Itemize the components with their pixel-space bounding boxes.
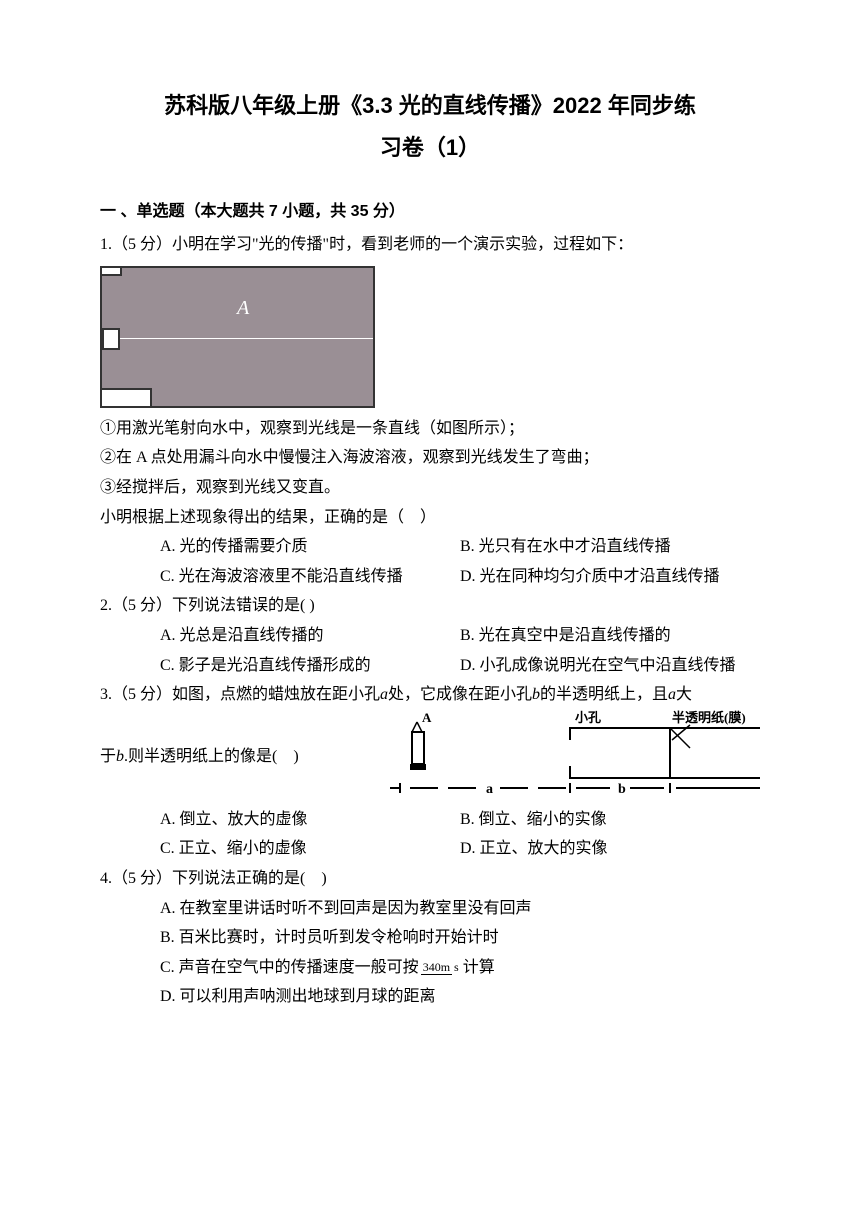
q3-option-b: B. 倒立、缩小的实像 [460,805,760,835]
q3-option-c: C. 正立、缩小的虚像 [160,834,460,864]
q3-option-d: D. 正立、放大的实像 [460,834,760,864]
q3-text: 3.（5 分）如图，点燃的蜡烛放在距小孔 [100,686,380,703]
q3-options: A. 倒立、放大的虚像 B. 倒立、缩小的实像 C. 正立、缩小的虚像 D. 正… [100,805,760,864]
fraction-numerator: 340m [421,960,452,975]
diagram-notch [100,266,122,276]
worksheet-title: 苏科版八年级上册《3.3 光的直线传播》2022 年同步练 习卷（1） [100,85,760,169]
q3-text: .则半透明纸上的像是( ) [124,748,299,765]
q4-stem: 4.（5 分）下列说法正确的是( ) [100,864,760,894]
q3-text: 于 [100,748,116,765]
fraction-denominator: s [452,960,461,974]
q1-step2: ②在 A 点处用漏斗向水中慢慢注入海波溶液，观察到光线发生了弯曲； [100,443,760,473]
diagram-hole-label: 小孔 [575,710,601,725]
q1-option-a: A. 光的传播需要介质 [160,532,460,562]
q2-options: A. 光总是沿直线传播的 B. 光在真空中是沿直线传播的 C. 影子是光沿直线传… [100,621,760,680]
diagram-notch [100,388,152,408]
q3-diagram: A 小孔 半透明纸(膜) a b [390,710,760,805]
q3-stem-line1: 3.（5 分）如图，点燃的蜡烛放在距小孔a处，它成像在距小孔b的半透明纸上，且a… [100,680,692,710]
pinhole-diagram-icon: A 小孔 半透明纸(膜) a b [390,710,760,805]
q1-step3: ③经搅拌后，观察到光线又变直。 [100,473,760,503]
q4-options: A. 在教室里讲话时听不到回声是因为教室里没有回声 B. 百米比赛时，计时员听到… [100,894,760,1012]
title-line-2: 习卷（1） [380,135,480,160]
q1-step1: ①用激光笔射向水中，观察到光线是一条直线（如图所示）； [100,414,760,444]
diagram-seg-b: b [618,782,626,797]
q1-option-b: B. 光只有在水中才沿直线传播 [460,532,760,562]
q3-var-a: a [668,686,676,703]
fraction-icon: 340ms [421,961,461,974]
q2-stem: 2.（5 分）下列说法错误的是( ) [100,591,760,621]
q3-option-a: A. 倒立、放大的虚像 [160,805,460,835]
q1-stem: 1.（5 分）小明在学习"光的传播"时，看到老师的一个演示实验，过程如下： [100,230,760,260]
section-heading: 一 、单选题（本大题共 7 小题，共 35 分） [100,197,760,227]
title-line-1: 苏科版八年级上册《3.3 光的直线传播》2022 年同步练 [164,93,696,118]
q2-option-b: B. 光在真空中是沿直线传播的 [460,621,760,651]
q1-option-d: D. 光在同种均匀介质中才沿直线传播 [460,562,760,592]
q4-option-a: A. 在教室里讲话时听不到回声是因为教室里没有回声 [160,894,760,924]
q4-c-pre: C. 声音在空气中的传播速度一般可按 [160,959,419,976]
q3-stem-line2: 于b.则半透明纸上的像是( ) [100,742,299,772]
q4-option-b: B. 百米比赛时，计时员听到发令枪响时开始计时 [160,923,760,953]
q2-option-d: D. 小孔成像说明光在空气中沿直线传播 [460,651,760,681]
q3-var-a: a [380,686,388,703]
q1-diagram: A [100,266,375,408]
diagram-point-a: A [422,710,432,725]
q4-option-c: C. 声音在空气中的传播速度一般可按340ms计算 [160,953,760,983]
q3-text: 处，它成像在距小孔 [388,686,532,703]
q3-row-2: 于b.则半透明纸上的像是( ) A 小孔 半透明纸(膜) a [100,710,760,805]
q3-text: 的半透明纸上，且 [540,686,668,703]
q1-option-c: C. 光在海波溶液里不能沿直线传播 [160,562,460,592]
q3-var-b: b [532,686,540,703]
q3-text: 大 [676,686,692,703]
q4-c-post: 计算 [463,959,495,976]
diagram-seg-a: a [486,782,493,797]
q3-row-1: 3.（5 分）如图，点燃的蜡烛放在距小孔a处，它成像在距小孔b的半透明纸上，且a… [100,680,760,710]
q1-options: A. 光的传播需要介质 B. 光只有在水中才沿直线传播 C. 光在海波溶液里不能… [100,532,760,591]
q4-option-d: D. 可以利用声呐测出地球到月球的距离 [160,982,760,1012]
q2-option-a: A. 光总是沿直线传播的 [160,621,460,651]
laser-source-icon [102,328,120,350]
diagram-label-a: A [237,290,249,327]
q1-prompt: 小明根据上述现象得出的结果，正确的是（ ） [100,503,760,533]
diagram-paper-label: 半透明纸(膜) [672,710,746,725]
light-beam-line [120,338,373,339]
q3-var-b: b [116,748,124,765]
q2-option-c: C. 影子是光沿直线传播形成的 [160,651,460,681]
